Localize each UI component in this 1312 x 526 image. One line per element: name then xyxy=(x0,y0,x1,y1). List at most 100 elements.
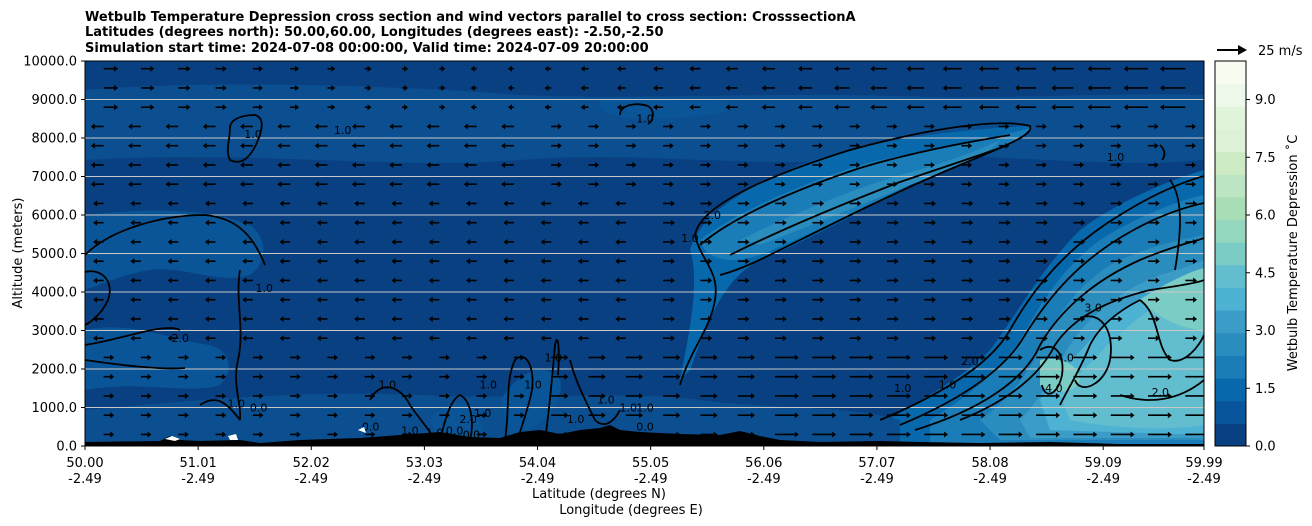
wind-vector-head xyxy=(1118,219,1123,226)
contour-line xyxy=(85,270,111,326)
wind-vector-head xyxy=(580,104,585,111)
wind-vector-head xyxy=(404,104,409,111)
wind-vector-head xyxy=(1193,277,1198,284)
wind-vector-head xyxy=(725,104,730,111)
wind-vector-head xyxy=(334,354,339,361)
wind-vector-head xyxy=(978,84,983,91)
wind-vector-head xyxy=(944,392,949,399)
wind-vector-head xyxy=(870,84,875,91)
wind-vector-head xyxy=(296,354,301,361)
wind-vector-head xyxy=(1205,374,1209,380)
wind-vector-head xyxy=(906,373,911,380)
wind-vector-head xyxy=(782,315,787,322)
wind-vector-head xyxy=(708,277,713,284)
wind-vector-head xyxy=(670,258,675,265)
wind-vector-head xyxy=(689,84,694,91)
wind-vector-head xyxy=(184,431,189,438)
y-axis: 0.0 1000.0 2000.0 3000.0 4000.0 5000.0 6000.0 7… xyxy=(23,55,85,455)
wind-vector-head xyxy=(1130,373,1135,380)
contour-line xyxy=(959,279,1204,421)
colorbar-segment xyxy=(1215,264,1246,288)
wind-vector-head xyxy=(713,392,718,399)
wind-vector-head xyxy=(259,354,264,361)
wind-vector-head xyxy=(595,123,600,130)
wind-vector-head xyxy=(981,431,986,438)
wind-vector-head xyxy=(857,200,862,207)
wind-vector-head xyxy=(184,373,189,380)
wind-vector-head xyxy=(1167,431,1172,438)
contour-line xyxy=(504,356,534,441)
wind-vector-head xyxy=(1205,393,1209,399)
wind-vector-head xyxy=(90,142,95,149)
wind-vector-head xyxy=(670,238,675,245)
contour-label: 0.0 xyxy=(250,401,268,414)
wind-vector-head xyxy=(540,200,545,207)
wind-vector-head xyxy=(1005,123,1010,130)
contour-line xyxy=(699,134,1011,246)
wind-vector-head xyxy=(857,315,862,322)
wind-vector-head xyxy=(1005,142,1010,149)
wind-vector-head xyxy=(1154,161,1159,168)
wind-vector-head xyxy=(745,219,750,226)
wind-vector-head xyxy=(616,84,621,91)
wind-vector-head xyxy=(931,238,936,245)
colorbar-frame xyxy=(1214,60,1247,447)
wind-vector-head xyxy=(1043,258,1048,265)
wind-vector-head xyxy=(1093,392,1098,399)
wind-vector-head xyxy=(240,161,245,168)
wind-vector-head xyxy=(564,412,569,419)
wind-vector-head xyxy=(931,296,936,303)
wind-vector-head xyxy=(942,104,947,111)
wind-vector-head xyxy=(165,181,170,188)
wind-vector-head xyxy=(408,412,413,419)
colorbar-segment xyxy=(1215,174,1246,198)
wind-vector-head xyxy=(222,84,227,91)
wind-vector-head xyxy=(503,296,508,303)
wind-vector-head xyxy=(689,65,694,72)
wind-vector-head xyxy=(1093,354,1098,361)
colorbar: 0.0 1.5 3.0 4.5 6.0 7.5 9.0 xyxy=(1214,60,1276,455)
wind-vector-head xyxy=(761,84,766,91)
wind-vector-head xyxy=(114,65,119,72)
wind-vector-head xyxy=(930,142,935,149)
wind-vector-head xyxy=(466,277,471,284)
wind-vector-head xyxy=(258,104,263,111)
wind-vector-head xyxy=(147,392,152,399)
wind-vector-head xyxy=(204,296,209,303)
wind-vector-head xyxy=(222,65,227,72)
wind-vector-head xyxy=(818,161,823,168)
wind-vector-head xyxy=(1006,315,1011,322)
wind-vector-head xyxy=(1015,104,1020,111)
wind-vector-head xyxy=(128,181,133,188)
wind-vector-head xyxy=(969,335,974,342)
wind-vector-head xyxy=(334,412,339,419)
wind-vector-head xyxy=(316,277,321,284)
wind-vector-head xyxy=(931,315,936,322)
wind-vector-head xyxy=(242,315,247,322)
wind-vector-head xyxy=(707,161,712,168)
wind-vector-head xyxy=(653,84,658,91)
wind-vector-head xyxy=(615,238,620,245)
wind-vector-head xyxy=(669,123,674,130)
wind-vector-head xyxy=(557,123,562,130)
wind-vector-head xyxy=(240,142,245,149)
wind-vector-head xyxy=(1130,354,1135,361)
wind-vector-head xyxy=(557,181,562,188)
wind-vector-head xyxy=(404,65,409,72)
wind-vector-head xyxy=(130,258,135,265)
fill-region-plume-inner xyxy=(740,140,1000,245)
wind-vector-head xyxy=(894,258,899,265)
wind-vector-head xyxy=(832,373,837,380)
x-tick-label-lon: -2.49 xyxy=(1086,472,1120,487)
wind-vector-head xyxy=(577,258,582,265)
y-tick-label: 10000.0 xyxy=(23,55,77,70)
wind-vector-head xyxy=(894,335,899,342)
wind-vector-head xyxy=(981,373,986,380)
wind-vector-head xyxy=(1043,238,1048,245)
wind-vector-head xyxy=(708,238,713,245)
wind-vector-head xyxy=(128,142,133,149)
wind-vector-head xyxy=(1155,277,1160,284)
wind-vector-head xyxy=(463,161,468,168)
colorbar-segment xyxy=(1215,332,1246,356)
wind-vector-head xyxy=(1118,315,1123,322)
